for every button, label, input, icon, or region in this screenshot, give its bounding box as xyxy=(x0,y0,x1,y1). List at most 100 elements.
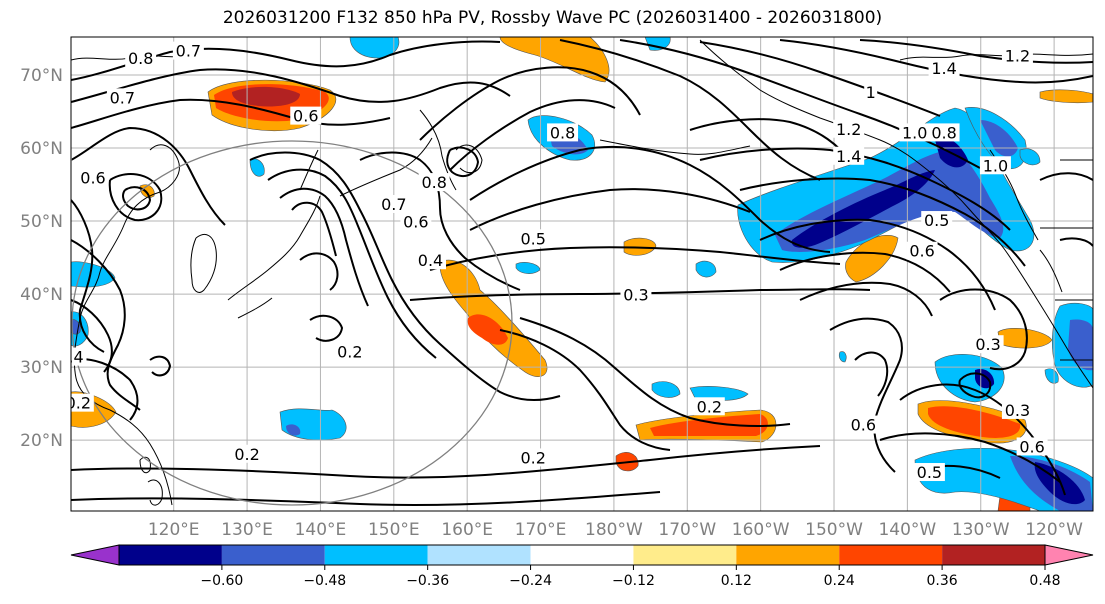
shade-negative-subtropic-a xyxy=(651,381,681,398)
coast-aleutians xyxy=(599,139,751,155)
contour-label: 0.6 xyxy=(909,242,934,261)
lat-label: 20°N xyxy=(20,431,63,451)
shade-negative-east-center xyxy=(934,353,1005,403)
lon-label: 130°E xyxy=(221,520,273,540)
colorbar: −0.60 −0.48 −0.36 −0.24 −0.12 0.12 0.24 0.36 0.4… xyxy=(70,544,1094,589)
lon-label: 160°W xyxy=(732,520,790,540)
contour-label: 0.7 xyxy=(176,42,201,61)
contour-line xyxy=(71,491,661,507)
lon-label: 120°W xyxy=(1025,520,1083,540)
marked-region xyxy=(71,140,513,506)
colorbar-tick-label: 0.24 xyxy=(824,573,855,589)
contour-label-bg xyxy=(921,211,953,230)
colorbar-tick-label: −0.60 xyxy=(200,573,243,589)
colorbar-extend-high xyxy=(1044,544,1094,566)
coast-kamchatka xyxy=(419,109,483,191)
contour-label: 0.6 xyxy=(403,213,428,232)
lon-label: 160°E xyxy=(441,520,493,540)
contour-line xyxy=(71,98,391,129)
contour-line xyxy=(309,314,344,342)
coast-japan xyxy=(227,195,321,319)
lon-label: 150°E xyxy=(368,520,420,540)
contour-line xyxy=(854,351,889,397)
contour-label: 0.6 xyxy=(80,169,105,188)
colorbar-extend-low xyxy=(70,544,120,566)
coast-arctic xyxy=(899,53,1093,61)
contour-line xyxy=(291,201,337,257)
contour-label-bg xyxy=(972,335,1004,354)
contour-label-bg xyxy=(125,48,157,67)
contour-label: 1.4 xyxy=(836,147,861,166)
contour-line xyxy=(108,173,163,222)
contour-line xyxy=(859,39,1093,64)
latitude-labels: 70°N 60°N 50°N 40°N 30°N 20°N xyxy=(20,66,63,451)
colorbar-swatch xyxy=(119,545,222,565)
contour-label: 0.2 xyxy=(520,448,545,467)
contour-line xyxy=(299,252,339,291)
colorbar-swatch xyxy=(633,545,737,565)
contour-label: 1.4 xyxy=(931,59,956,78)
contour-label-bg xyxy=(928,59,960,78)
shade-negative-china-c xyxy=(249,158,265,177)
lon-label: 140°W xyxy=(878,520,936,540)
shade-positive-kamchatka-max xyxy=(232,86,300,107)
contour-line xyxy=(559,39,821,181)
contour-label-bg xyxy=(106,88,138,107)
contour-line xyxy=(699,41,941,117)
lat-label: 50°N xyxy=(20,212,63,232)
contour-label-bg xyxy=(414,251,446,270)
contour-label-bg xyxy=(71,393,94,412)
contour-label: 0.3 xyxy=(1005,401,1030,420)
contour-label-bg xyxy=(1016,437,1048,456)
colorbar-tick-label: −0.36 xyxy=(406,573,449,589)
colorbar-swatch xyxy=(427,545,531,565)
contour-label: 0.2 xyxy=(234,445,259,464)
contour-label: 0.4 xyxy=(418,251,443,270)
coast-alaska xyxy=(699,39,1093,389)
contour-line xyxy=(939,288,1028,371)
contour-label-bg xyxy=(400,212,432,231)
contour-label: 0.5 xyxy=(917,463,942,482)
contour-line xyxy=(249,151,561,402)
contour-label: 0.6 xyxy=(1019,437,1044,456)
shade-negative-northeast-band-core xyxy=(791,170,935,248)
shade-negative-alaska-top xyxy=(1019,148,1041,166)
shade-positive-subtropic-core xyxy=(650,414,768,436)
colorbar-tick-label: −0.48 xyxy=(303,573,346,589)
lat-label: 60°N xyxy=(20,139,63,159)
contour-line xyxy=(71,199,105,353)
contour-label: 0.2 xyxy=(66,394,91,413)
coast-korea xyxy=(190,234,217,293)
contour-line xyxy=(419,66,641,141)
shade-negative-small-e xyxy=(838,351,847,363)
lon-label: 170°W xyxy=(658,520,716,540)
lon-label: 180°W xyxy=(585,520,643,540)
shade-negative-hawaii-east xyxy=(1044,368,1059,384)
contour-line xyxy=(359,151,521,291)
colorbar-tick-label: −0.24 xyxy=(509,573,552,589)
contour-label-bg xyxy=(77,168,109,187)
contour-label-bg xyxy=(928,123,960,142)
contour-label-bg xyxy=(517,229,549,248)
contour-line xyxy=(1039,172,1093,181)
coast-north-america-borders xyxy=(1040,159,1093,361)
contour-line xyxy=(122,186,152,211)
contour-label-bg xyxy=(418,173,450,192)
contour-line xyxy=(469,145,831,253)
contour-label: 0.5 xyxy=(924,211,949,230)
contour-label-bg xyxy=(378,194,410,213)
colorbar-tick-label: 0.48 xyxy=(1029,573,1060,589)
contour-label-bg xyxy=(231,444,263,463)
contour-label: 1 xyxy=(866,83,876,102)
lon-label: 150°W xyxy=(805,520,863,540)
contour-label: 0.8 xyxy=(550,123,575,142)
colorbar-swatch xyxy=(942,545,1045,565)
longitude-labels: 120°E 130°E 140°E 150°E 160°E 170°E 180°W 170°W… xyxy=(148,520,1083,540)
contour-label-bg xyxy=(833,119,865,138)
region-ellipse xyxy=(71,140,513,506)
contour-label-bg xyxy=(913,463,945,482)
contour-label-bg xyxy=(290,106,322,125)
contour-label: 1.2 xyxy=(836,120,861,139)
shade-negative-coast-a-core xyxy=(980,120,1018,157)
